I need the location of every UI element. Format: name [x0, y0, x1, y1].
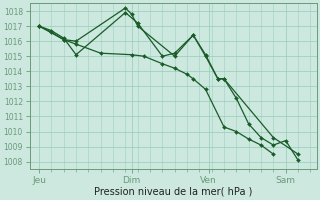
X-axis label: Pression niveau de la mer( hPa ): Pression niveau de la mer( hPa )	[94, 187, 252, 197]
